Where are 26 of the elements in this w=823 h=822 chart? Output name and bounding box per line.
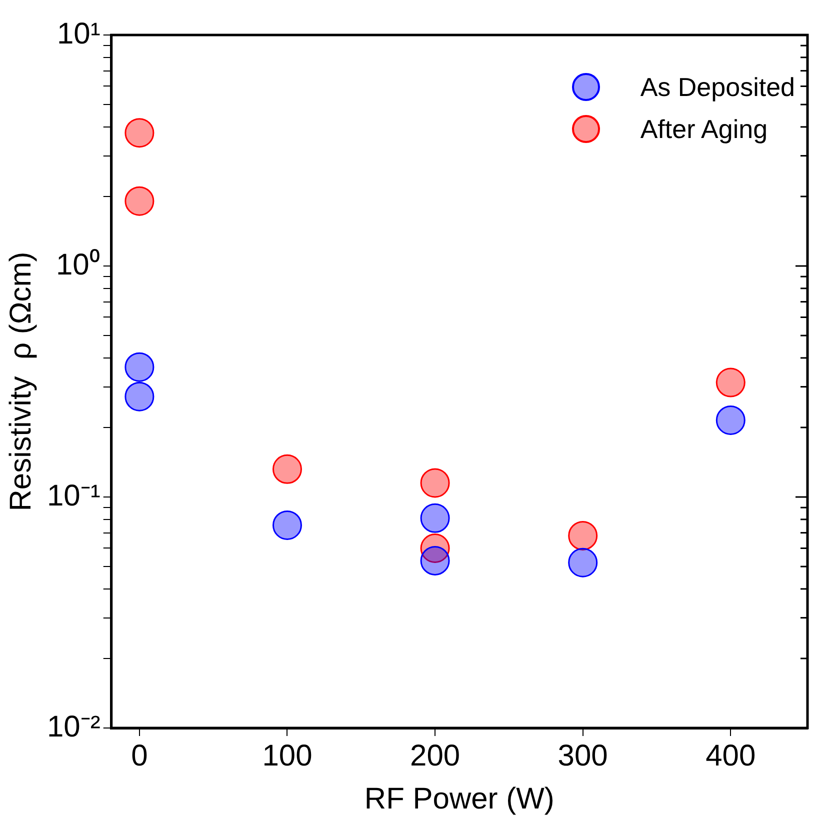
x-tick-label: 200 — [410, 739, 460, 772]
y-tick-label: 10¹ — [57, 17, 100, 50]
point — [124, 382, 154, 412]
y-tick-label: 10⁰ — [56, 248, 100, 282]
x-tick-label: 300 — [558, 739, 608, 772]
point — [568, 548, 598, 578]
point — [420, 468, 450, 498]
point — [420, 546, 450, 576]
y-tick-label: 10⁻¹ — [47, 479, 100, 512]
point — [124, 186, 154, 216]
x-axis-title: RF Power (W) — [364, 782, 554, 816]
x-tick-label: 400 — [706, 739, 756, 772]
y-axis-title: Resistivity ρ (Ωcm) — [4, 252, 38, 512]
point — [568, 520, 598, 550]
point — [272, 454, 302, 484]
x-tick-label: 0 — [131, 739, 148, 772]
y-tick-label: 10⁻² — [47, 710, 100, 744]
point — [272, 510, 302, 540]
point — [716, 405, 746, 435]
legend-label: After Aging — [640, 114, 768, 144]
point — [124, 118, 154, 148]
point — [420, 503, 450, 533]
point — [124, 352, 154, 382]
x-tick-label: 100 — [262, 739, 312, 772]
point — [716, 368, 746, 398]
legend-label: As Deposited — [640, 72, 795, 102]
